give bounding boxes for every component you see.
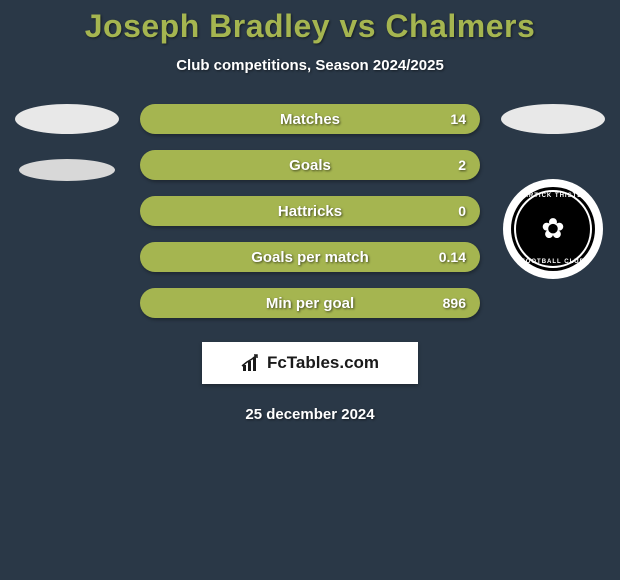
- page-title: Joseph Bradley vs Chalmers: [0, 8, 620, 45]
- fctables-logo[interactable]: FcTables.com: [202, 342, 418, 384]
- logo-text: FcTables.com: [267, 353, 379, 373]
- stat-bar: Matches 14: [140, 104, 480, 134]
- right-player-placeholder: [501, 104, 605, 134]
- subtitle: Club competitions, Season 2024/2025: [0, 57, 620, 74]
- infographic-container: Joseph Bradley vs Chalmers Club competit…: [0, 0, 620, 423]
- stat-bar: Goals per match 0.14: [140, 242, 480, 272]
- stat-label: Goals per match: [251, 249, 369, 266]
- stat-label: Hattricks: [278, 203, 342, 220]
- stat-bar: Goals 2: [140, 150, 480, 180]
- crest-text-top: PARTICK THISTLE: [519, 193, 587, 199]
- left-player-col: [12, 104, 122, 181]
- bar-chart-icon: [241, 354, 261, 372]
- stat-label: Goals: [289, 157, 331, 174]
- date-text: 25 december 2024: [0, 406, 620, 423]
- stats-bars: Matches 14 Goals 2 Hattricks 0 Goals per match…: [140, 104, 480, 318]
- stat-bar: Min per goal 896: [140, 288, 480, 318]
- stat-value-right: 896: [443, 295, 466, 311]
- stat-value-right: 14: [450, 111, 466, 127]
- right-player-crest: PARTICK THISTLE ✿ FOOTBALL CLUB: [503, 179, 603, 279]
- stat-value-right: 0.14: [439, 249, 466, 265]
- stat-value-right: 2: [458, 157, 466, 173]
- stat-label: Min per goal: [266, 295, 354, 312]
- stat-value-right: 0: [458, 203, 466, 219]
- crest-inner: PARTICK THISTLE ✿ FOOTBALL CLUB: [511, 187, 595, 271]
- right-player-col: PARTICK THISTLE ✿ FOOTBALL CLUB: [498, 104, 608, 279]
- content-row: Matches 14 Goals 2 Hattricks 0 Goals per match…: [0, 104, 620, 318]
- left-player-placeholder-2: [19, 159, 115, 181]
- left-player-placeholder-1: [15, 104, 119, 134]
- crest-ring: [514, 190, 592, 268]
- stat-bar: Hattricks 0: [140, 196, 480, 226]
- crest-text-bottom: FOOTBALL CLUB: [521, 259, 585, 265]
- stat-label: Matches: [280, 111, 340, 128]
